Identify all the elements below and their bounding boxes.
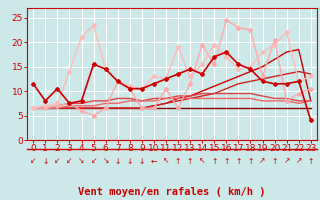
Text: ↑: ↑ bbox=[187, 156, 193, 166]
Text: ↑: ↑ bbox=[235, 156, 242, 166]
Text: ↑: ↑ bbox=[223, 156, 229, 166]
Text: ↗: ↗ bbox=[295, 156, 302, 166]
Text: ↗: ↗ bbox=[259, 156, 266, 166]
Text: ↑: ↑ bbox=[247, 156, 254, 166]
Text: ↑: ↑ bbox=[271, 156, 278, 166]
Text: ↑: ↑ bbox=[211, 156, 217, 166]
Text: Vent moyen/en rafales ( km/h ): Vent moyen/en rafales ( km/h ) bbox=[78, 187, 266, 197]
Text: ↗: ↗ bbox=[284, 156, 290, 166]
Text: ↖: ↖ bbox=[163, 156, 169, 166]
Text: ↑: ↑ bbox=[175, 156, 181, 166]
Text: ↘: ↘ bbox=[78, 156, 85, 166]
Text: ↓: ↓ bbox=[127, 156, 133, 166]
Text: ↓: ↓ bbox=[42, 156, 49, 166]
Text: ↙: ↙ bbox=[66, 156, 73, 166]
Text: ↓: ↓ bbox=[115, 156, 121, 166]
Text: ↖: ↖ bbox=[199, 156, 205, 166]
Text: ↙: ↙ bbox=[30, 156, 36, 166]
Text: ↙: ↙ bbox=[90, 156, 97, 166]
Text: ↓: ↓ bbox=[139, 156, 145, 166]
Text: ←: ← bbox=[151, 156, 157, 166]
Text: ↘: ↘ bbox=[102, 156, 109, 166]
Text: ↑: ↑ bbox=[308, 156, 314, 166]
Text: ↙: ↙ bbox=[54, 156, 60, 166]
